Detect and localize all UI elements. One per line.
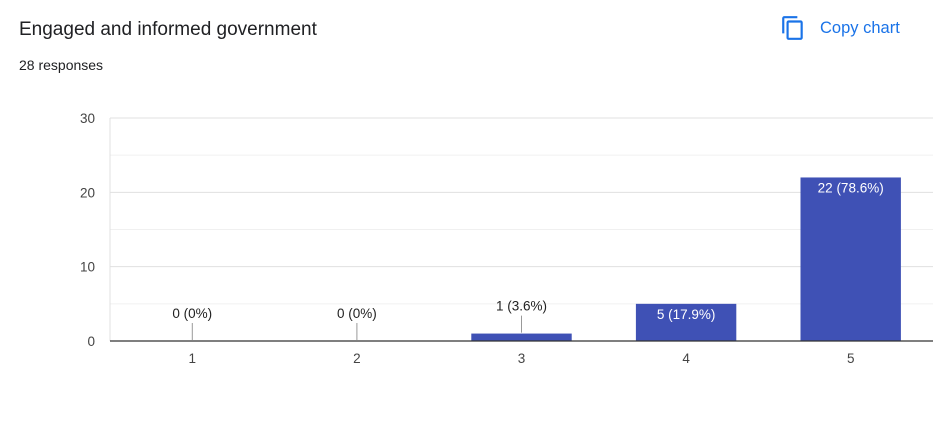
x-tick-label: 5 (847, 351, 855, 366)
data-label-1: 0 (0%) (172, 306, 212, 321)
data-label-2: 0 (0%) (337, 306, 377, 321)
x-tick-label: 4 (682, 351, 690, 366)
bar-5 (800, 177, 901, 341)
y-tick-label: 20 (80, 185, 95, 200)
x-tick-label: 3 (518, 351, 526, 366)
copy-icon (782, 16, 803, 40)
y-tick-label: 0 (87, 334, 95, 349)
y-tick-label: 30 (80, 111, 95, 126)
data-label-5: 22 (78.6%) (818, 180, 884, 195)
x-tick-label: 2 (353, 351, 361, 366)
response-count: 28 responses (19, 57, 104, 73)
x-tick-label: 1 (189, 351, 197, 366)
copy-chart-label: Copy chart (820, 18, 900, 37)
bar-3 (471, 333, 572, 341)
y-tick-label: 10 (80, 260, 95, 275)
chart-title: Engaged and informed government (19, 19, 317, 40)
copy-chart-button[interactable]: Copy chart (780, 12, 900, 44)
data-label-3: 1 (3.6%) (496, 299, 547, 314)
bar-4 (635, 303, 737, 341)
data-label-4: 5 (17.9%) (657, 307, 716, 322)
